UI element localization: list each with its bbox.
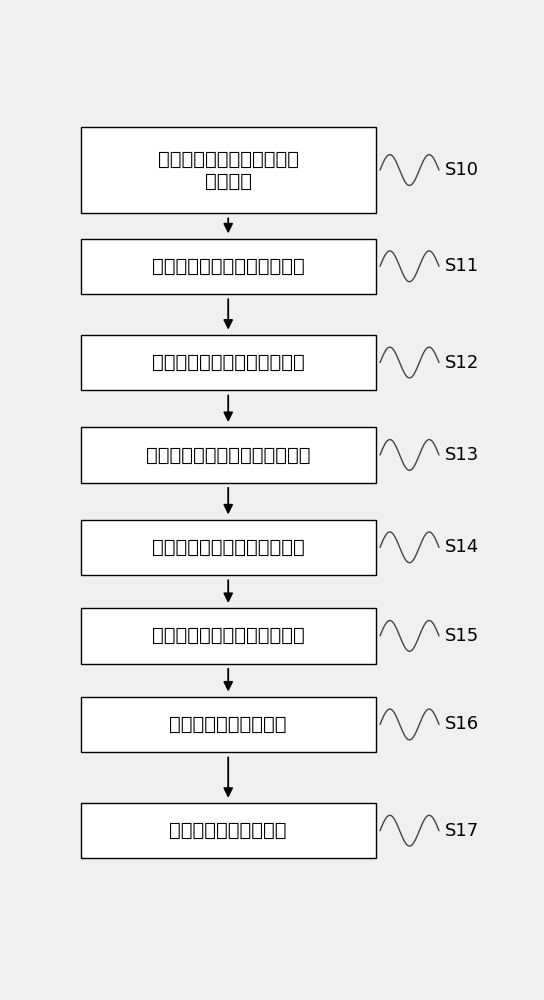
Text: S17: S17 xyxy=(446,822,480,840)
Text: S11: S11 xyxy=(446,257,479,275)
Text: 去除牺牲层形成空气隙: 去除牺牲层形成空气隙 xyxy=(170,715,287,734)
Text: S13: S13 xyxy=(446,446,480,464)
Text: S10: S10 xyxy=(446,161,479,179)
Text: S16: S16 xyxy=(446,715,479,733)
Bar xyxy=(81,608,376,664)
Text: 图案化牺牲层定义出空气隙区域: 图案化牺牲层定义出空气隙区域 xyxy=(146,445,311,464)
Text: 在空气隙区域上沉积一金属层: 在空气隙区域上沉积一金属层 xyxy=(152,538,305,557)
Text: 在电路区域均匀沉积一牺牲层: 在电路区域均匀沉积一牺牲层 xyxy=(152,353,305,372)
Text: S12: S12 xyxy=(446,354,480,372)
Bar xyxy=(81,239,376,294)
Bar xyxy=(81,697,376,752)
Text: 提供一衬底，在其上形成一
电路区域: 提供一衬底，在其上形成一 电路区域 xyxy=(158,150,299,191)
Text: S15: S15 xyxy=(446,627,480,645)
Bar xyxy=(81,335,376,390)
Text: 在金属层上形成至少一释放孔: 在金属层上形成至少一释放孔 xyxy=(152,626,305,645)
Text: S14: S14 xyxy=(446,538,480,556)
Text: 刻蚀至衬底中形成气腔: 刻蚀至衬底中形成气腔 xyxy=(170,821,287,840)
Text: 在电路区域形成至少一通气孔: 在电路区域形成至少一通气孔 xyxy=(152,257,305,276)
Bar xyxy=(81,803,376,858)
Bar xyxy=(81,520,376,575)
Bar xyxy=(81,427,376,483)
Bar xyxy=(81,127,376,213)
